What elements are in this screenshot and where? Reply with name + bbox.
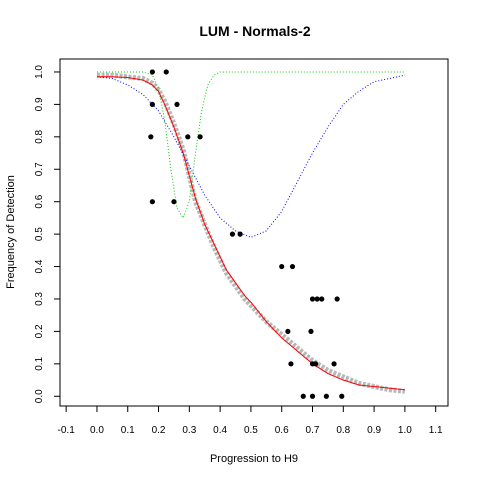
data-point (324, 394, 329, 399)
data-point (285, 329, 290, 334)
data-point (148, 134, 153, 139)
data-point (150, 199, 155, 204)
data-point (198, 134, 203, 139)
chart-title: LUM - Normals-2 (199, 23, 310, 39)
x-axis-label: Progression to H9 (210, 453, 298, 465)
data-point (301, 394, 306, 399)
data-point (238, 232, 243, 237)
data-point (310, 394, 315, 399)
data-point (164, 69, 169, 74)
data-point (150, 69, 155, 74)
x-tick-label: 0.3 (182, 425, 196, 436)
x-tick-label: 0.6 (275, 425, 289, 436)
x-tick-label: 0.9 (367, 425, 381, 436)
x-tick-label: -0.1 (58, 425, 76, 436)
data-point (185, 134, 190, 139)
data-point (331, 361, 336, 366)
x-tick-label: 0.2 (152, 425, 166, 436)
y-tick-label: 0.9 (34, 97, 45, 111)
x-tick-label: 0.0 (90, 425, 104, 436)
x-tick-label: 0.7 (306, 425, 320, 436)
x-tick-label: 0.5 (244, 425, 258, 436)
y-tick-label: 1.0 (34, 65, 45, 79)
data-point (230, 232, 235, 237)
data-point (150, 102, 155, 107)
y-tick-label: 0.0 (34, 389, 45, 403)
data-point (319, 296, 324, 301)
y-tick-label: 0.1 (34, 356, 45, 370)
data-point (171, 199, 176, 204)
data-point (310, 296, 315, 301)
y-tick-label: 0.8 (34, 129, 45, 143)
x-tick-label: 0.4 (213, 425, 227, 436)
data-point (279, 264, 284, 269)
y-tick-label: 0.6 (34, 194, 45, 208)
data-point (288, 361, 293, 366)
x-tick-label: 1.1 (429, 425, 443, 436)
data-point (315, 296, 320, 301)
data-point (290, 264, 295, 269)
data-point (313, 361, 318, 366)
y-tick-label: 0.3 (34, 292, 45, 306)
data-point (174, 102, 179, 107)
data-point (339, 394, 344, 399)
y-tick-label: 0.5 (34, 227, 45, 241)
data-point (308, 329, 313, 334)
x-tick-label: 0.1 (121, 425, 135, 436)
data-point (335, 296, 340, 301)
x-tick-label: 1.0 (398, 425, 412, 436)
y-tick-label: 0.4 (34, 259, 45, 273)
x-tick-label: 0.8 (336, 425, 350, 436)
y-tick-label: 0.2 (34, 324, 45, 338)
y-axis-label: Frequency of Detection (5, 175, 17, 289)
y-tick-label: 0.7 (34, 162, 45, 176)
